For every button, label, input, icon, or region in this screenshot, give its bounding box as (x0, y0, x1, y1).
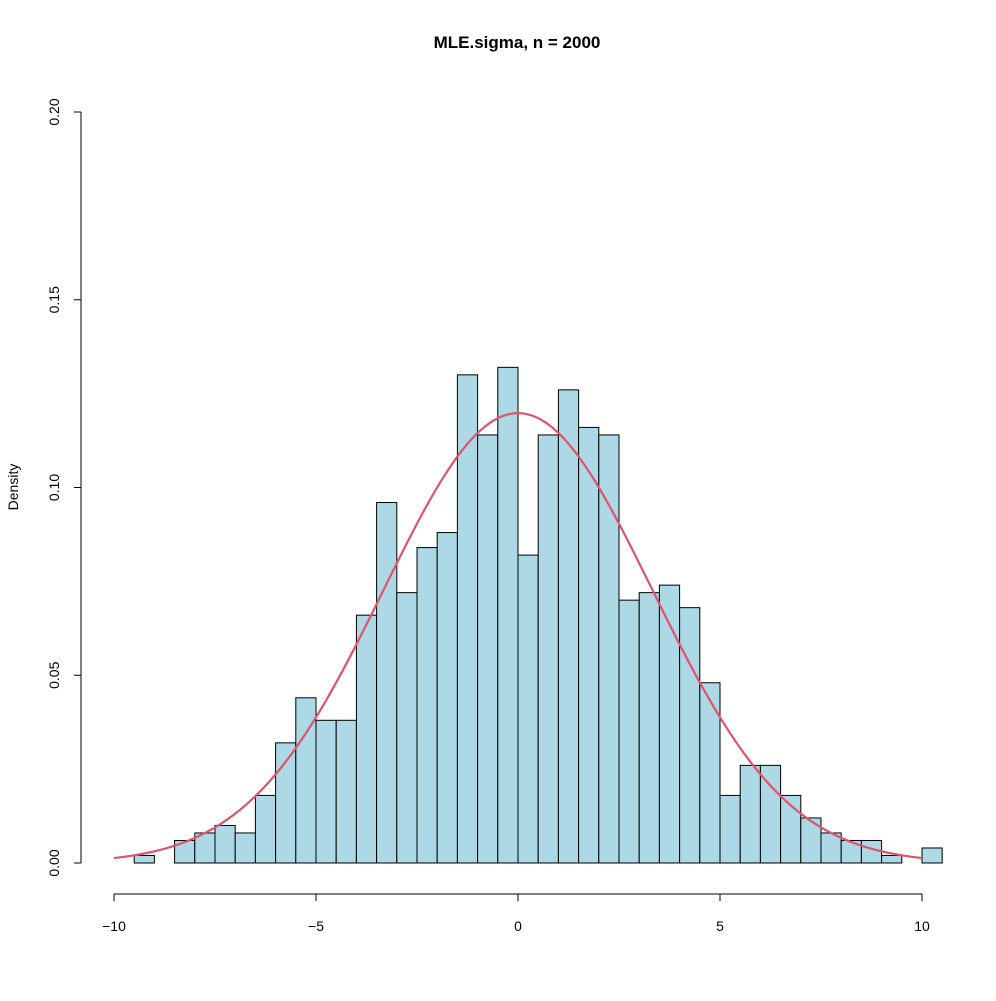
x-axis: −10 −5 0 5 10 (102, 893, 930, 934)
histogram-bar-20 (537, 434, 559, 864)
y-tick-label-4: 0.20 (46, 98, 62, 125)
histogram-bar-17 (477, 434, 499, 864)
histogram-bar-24 (618, 599, 640, 864)
histogram-bar-9 (315, 719, 337, 864)
x-tick-label-2: 0 (514, 918, 522, 934)
histogram-bar-15 (436, 532, 458, 864)
y-tick-label-3: 0.15 (46, 286, 62, 313)
histogram-bar-28 (699, 682, 721, 864)
chart-title: MLE.sigma, n = 2000 (434, 33, 601, 52)
y-axis: 0.00 0.05 0.10 0.15 0.20 (46, 98, 82, 877)
histogram-bar-4 (214, 824, 236, 864)
histogram-bar-5 (234, 832, 256, 864)
histogram-bar-19 (517, 554, 539, 864)
histogram-bar-12 (376, 502, 398, 864)
histogram-bar-22 (578, 426, 600, 864)
y-tick-label-1: 0.05 (46, 661, 62, 688)
x-tick-label-3: 5 (716, 918, 724, 934)
histogram-bar-37 (881, 854, 903, 864)
y-tick-label-0: 0.00 (46, 849, 62, 876)
histogram-bar-31 (759, 764, 782, 864)
x-tick-label-4: 10 (914, 918, 930, 934)
curve-layer (113, 412, 923, 860)
histogram-bar-39 (921, 847, 943, 864)
y-tick-label-2: 0.10 (46, 474, 62, 501)
x-tick-label-0: −10 (102, 918, 126, 934)
histogram-bar-6 (254, 794, 277, 864)
histogram-bar-10 (335, 719, 357, 864)
histogram-bar-23 (598, 434, 620, 864)
histogram-bar-27 (679, 607, 701, 864)
density-curve (113, 412, 923, 860)
histogram-bar-18 (497, 366, 519, 864)
x-tick-label-1: −5 (308, 918, 324, 934)
histogram-bar-36 (860, 839, 883, 864)
histogram-bar-16 (456, 374, 479, 864)
histogram-bar-25 (638, 592, 660, 864)
y-axis-label: Density (5, 464, 21, 511)
histogram-bar-11 (355, 614, 378, 864)
bars-layer (133, 366, 943, 864)
histogram-bar-21 (557, 389, 580, 864)
histogram-bar-0 (133, 854, 155, 864)
histogram-bar-14 (416, 547, 438, 864)
histogram-bar-29 (719, 794, 741, 864)
histogram-bar-13 (396, 592, 418, 864)
histogram-bar-30 (739, 764, 761, 864)
